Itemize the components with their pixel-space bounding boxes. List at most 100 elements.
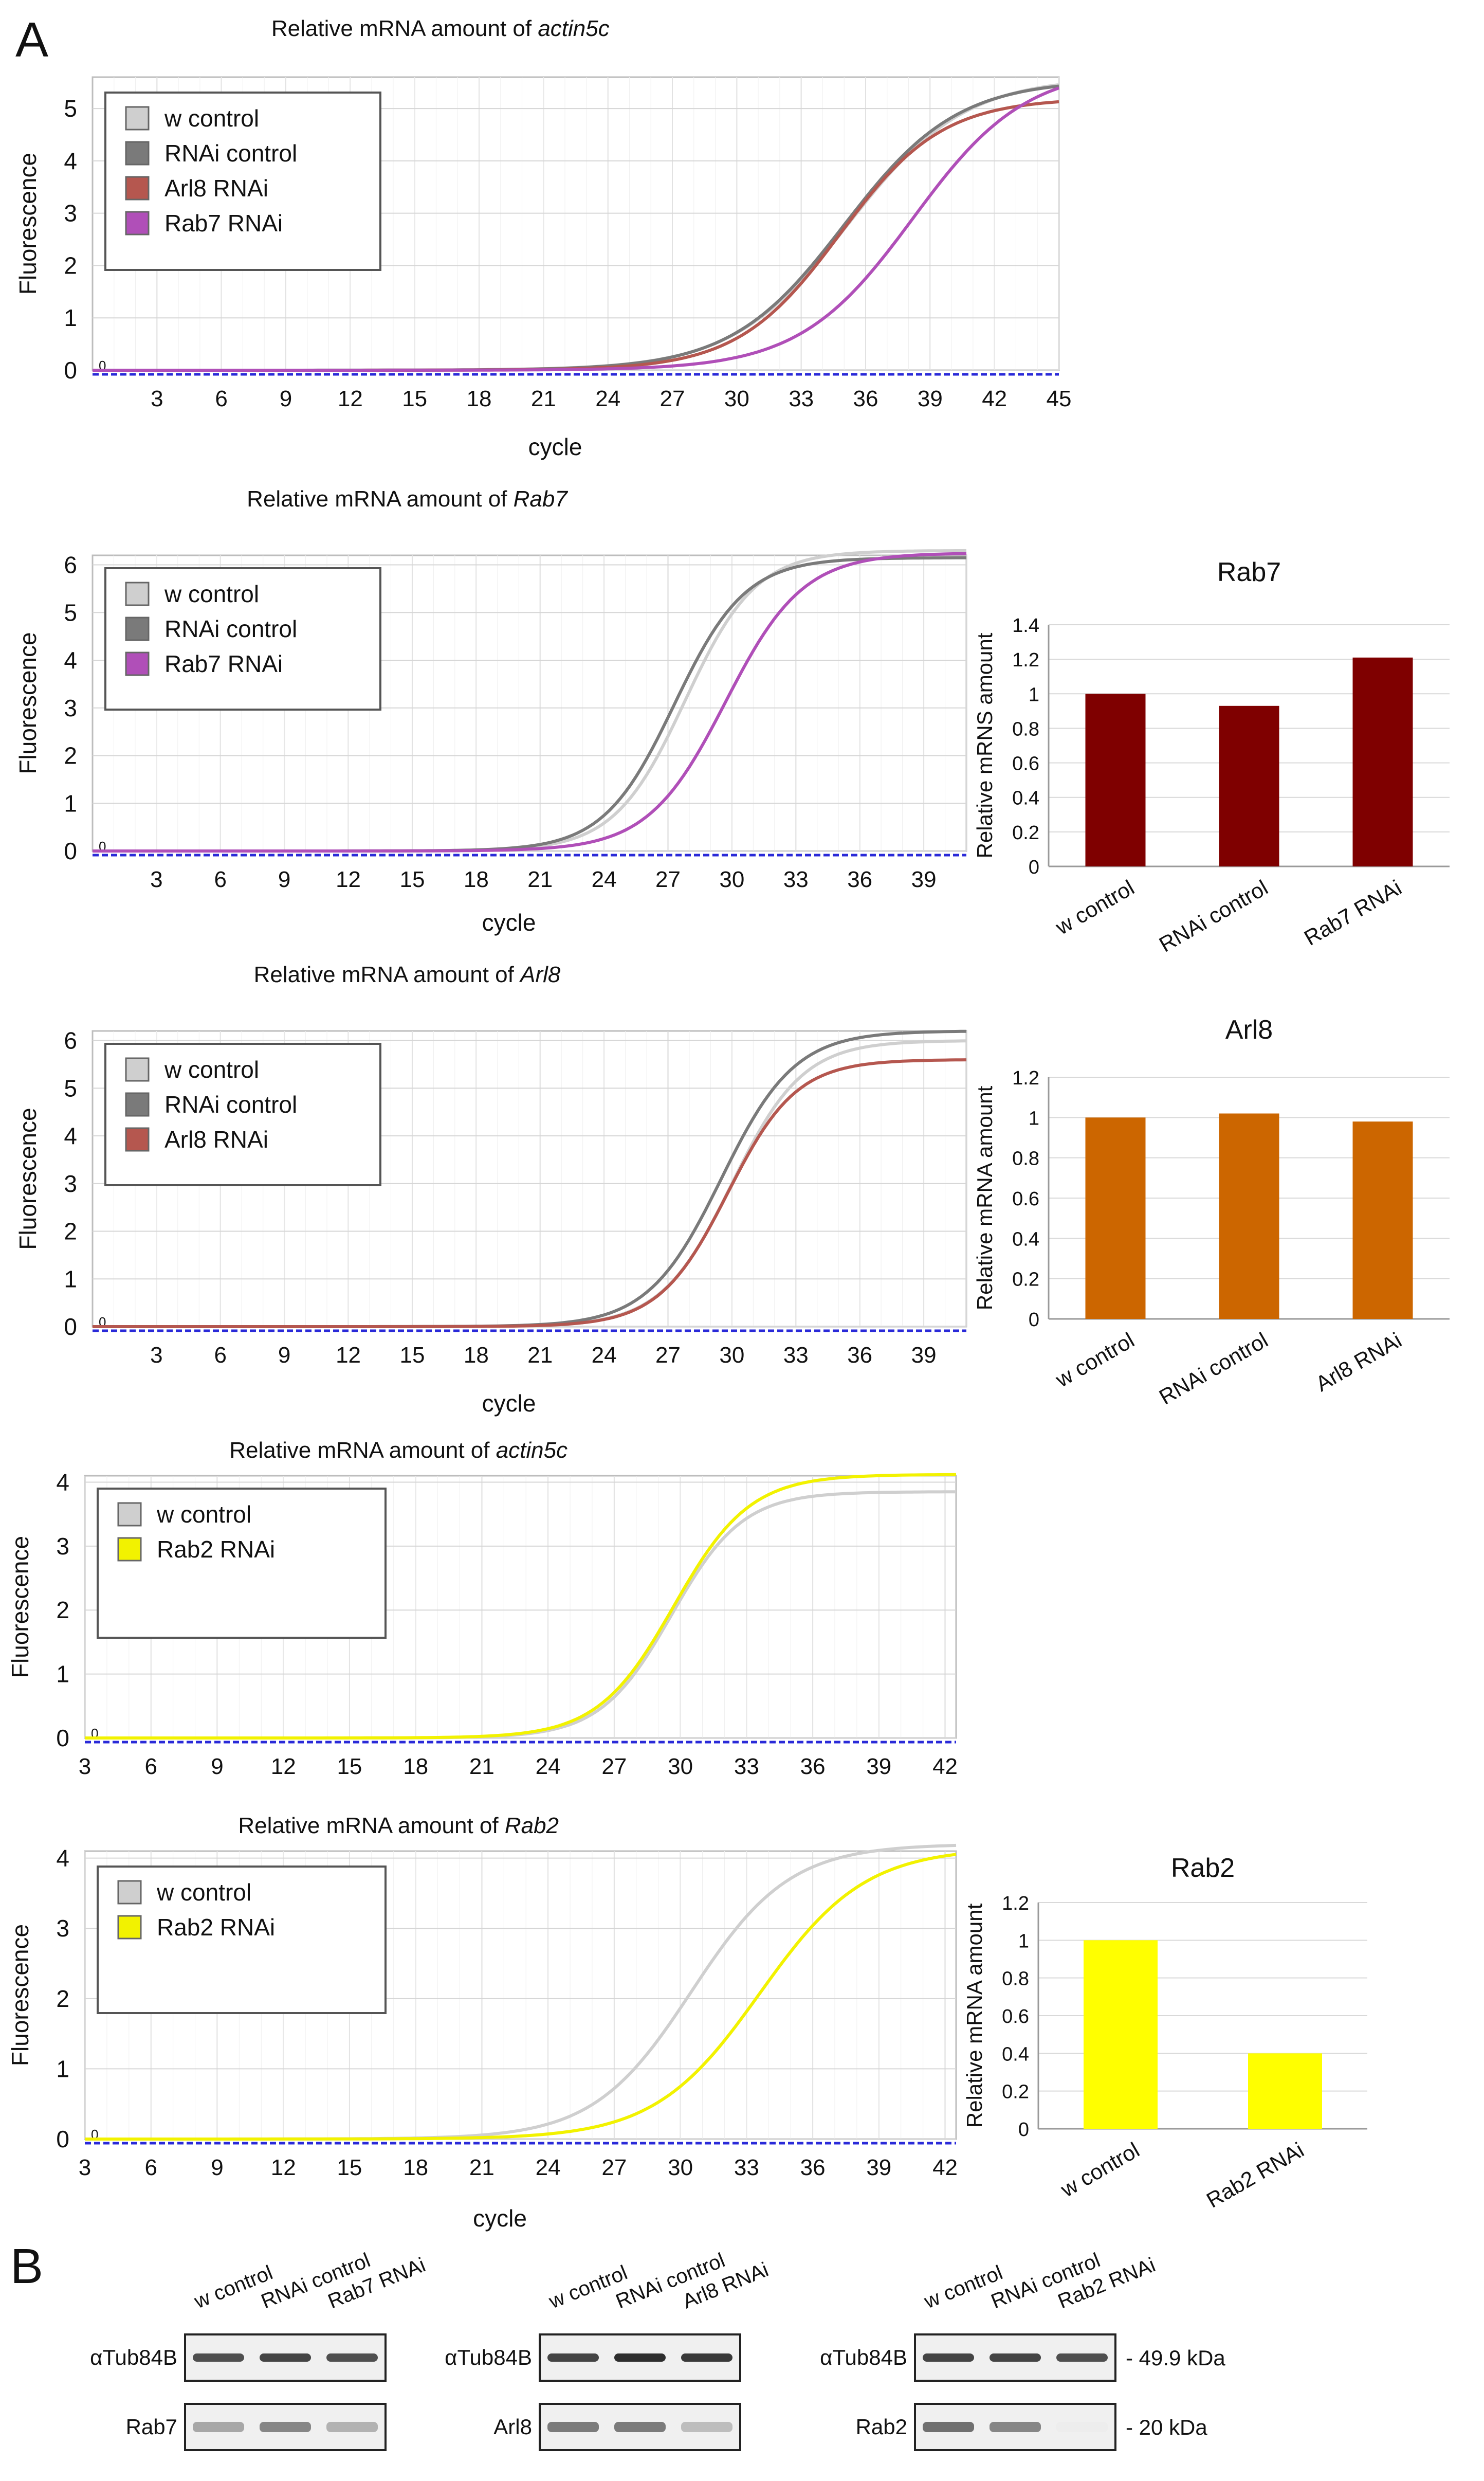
y-tick-label: 0.6 <box>1012 753 1039 775</box>
x-tick-label: 33 <box>783 1343 809 1368</box>
y-axis-label: Relative mRNS amount <box>973 632 997 858</box>
x-tick-label: 9 <box>280 386 292 411</box>
legend-swatch <box>117 1915 142 1940</box>
bar <box>1248 2053 1322 2129</box>
x-tick-label: 6 <box>215 386 227 411</box>
y-tick-label: 0.2 <box>1002 2081 1029 2103</box>
y-tick-label: 0 <box>64 357 77 384</box>
legend-label: Rab2 RNAi <box>157 1914 275 1941</box>
legend-swatch <box>117 1537 142 1562</box>
y-tick-label: 1 <box>64 790 77 817</box>
chart-title: Relative mRNA amount of actin5c <box>229 1438 567 1463</box>
chart-title-prefix: Relative mRNA amount of <box>238 1813 504 1838</box>
y-axis-label: Fluorescence <box>7 1536 33 1678</box>
x-tick-label: 12 <box>336 1343 361 1368</box>
x-tick-label: 18 <box>403 1754 428 1779</box>
y-axis-label: Fluorescence <box>7 1924 33 2066</box>
x-tick-label: 24 <box>536 2155 561 2180</box>
x-tick-label: 33 <box>734 1754 759 1779</box>
y-tick-label: 0.8 <box>1012 718 1039 740</box>
x-tick-label: 33 <box>789 386 814 411</box>
x-tick-label: 24 <box>592 867 617 892</box>
legend-box <box>104 92 381 271</box>
y-axis-label: Relative mRNA amount <box>973 1085 997 1310</box>
y-tick-label: 0 <box>1018 2119 1029 2141</box>
chart-title-gene: Arl8 <box>519 962 561 987</box>
y-tick-label: 3 <box>64 200 77 227</box>
y-tick-label: 1.2 <box>1002 1893 1029 1914</box>
y-tick-label: 2 <box>56 1985 69 2012</box>
x-tick-label: 36 <box>853 386 878 411</box>
chart-title-prefix: Relative mRNA amount of <box>229 1438 496 1463</box>
blot-band <box>193 2422 244 2432</box>
x-tick-label: 3 <box>79 1754 91 1779</box>
y-tick-label: 5 <box>64 95 77 122</box>
chart-title: Relative mRNA amount of Rab2 <box>238 1813 559 1838</box>
x-tick-label: 30 <box>724 386 749 411</box>
chart-title-prefix: Relative mRNA amount of <box>247 486 513 512</box>
legend: w control Rab2 RNAi <box>97 1488 387 1639</box>
chart-title: Relative mRNA amount of actin5c <box>271 16 610 41</box>
x-tick-label: 18 <box>464 1343 489 1368</box>
blot-row-label: αTub84B <box>445 2345 532 2369</box>
chart-title-prefix: Relative mRNA amount of <box>271 16 538 41</box>
legend-box <box>97 1488 387 1639</box>
y-tick-label: 6 <box>64 1027 77 1054</box>
blot-row-label: Rab2 <box>856 2415 907 2439</box>
x-tick-label: 9 <box>211 1754 223 1779</box>
y-tick-label: 1.4 <box>1012 615 1039 637</box>
panel-label-a: A <box>15 12 48 67</box>
legend-box <box>97 1866 387 2014</box>
x-tick-label: 42 <box>932 2155 958 2180</box>
blot-band <box>1056 2353 1108 2362</box>
x-tick-label: 6 <box>214 867 227 892</box>
blot-band <box>326 2422 378 2432</box>
y-axis-label: Fluorescence <box>14 1108 41 1249</box>
blot-row-label: αTub84B <box>820 2345 907 2369</box>
legend-swatch <box>117 1880 142 1905</box>
chart-title: Rab2 <box>1171 1853 1235 1883</box>
x-tick-label: 27 <box>601 1754 627 1779</box>
legend-swatch <box>125 1092 150 1117</box>
x-tick-label: 3 <box>150 1343 162 1368</box>
x-tick-label: Rab2 RNAi <box>1202 2138 1308 2213</box>
y-tick-label: 1 <box>64 304 77 331</box>
y-tick-label: 4 <box>56 1845 69 1872</box>
y-tick-label: 4 <box>64 1122 77 1149</box>
series-line-1 <box>85 1473 957 1740</box>
x-tick-label: 9 <box>278 1343 290 1368</box>
x-tick-label: 42 <box>982 386 1007 411</box>
y-tick-label: 0.2 <box>1012 822 1039 844</box>
x-axis-label: cycle <box>528 433 582 460</box>
legend-swatch <box>125 141 150 166</box>
series-line-2 <box>93 1058 967 1328</box>
x-tick-label: 18 <box>467 386 492 411</box>
legend-swatch <box>125 651 150 676</box>
x-tick-label: 39 <box>918 386 943 411</box>
legend-label: w control <box>156 1501 251 1528</box>
x-tick-label: 3 <box>151 386 163 411</box>
bar <box>1085 1117 1146 1319</box>
chart-title-gene: actin5c <box>538 16 609 41</box>
x-axis-label: cycle <box>473 2205 527 2232</box>
series-line-2 <box>93 552 967 853</box>
x-tick-label: 18 <box>403 2155 428 2180</box>
x-tick-label: 24 <box>592 1343 617 1368</box>
x-tick-label: 36 <box>847 1343 872 1368</box>
x-tick-label: 21 <box>527 867 553 892</box>
size-marker: - 49.9 kDa <box>1126 2346 1225 2370</box>
legend-swatch <box>125 176 150 201</box>
x-tick-label: 15 <box>337 2155 362 2180</box>
y-tick-label: 1.2 <box>1012 1067 1039 1089</box>
blot-band <box>260 2353 311 2362</box>
x-tick-label: 27 <box>655 867 681 892</box>
bar <box>1352 657 1413 866</box>
blot-band <box>547 2422 599 2432</box>
x-tick-label: 15 <box>399 867 425 892</box>
